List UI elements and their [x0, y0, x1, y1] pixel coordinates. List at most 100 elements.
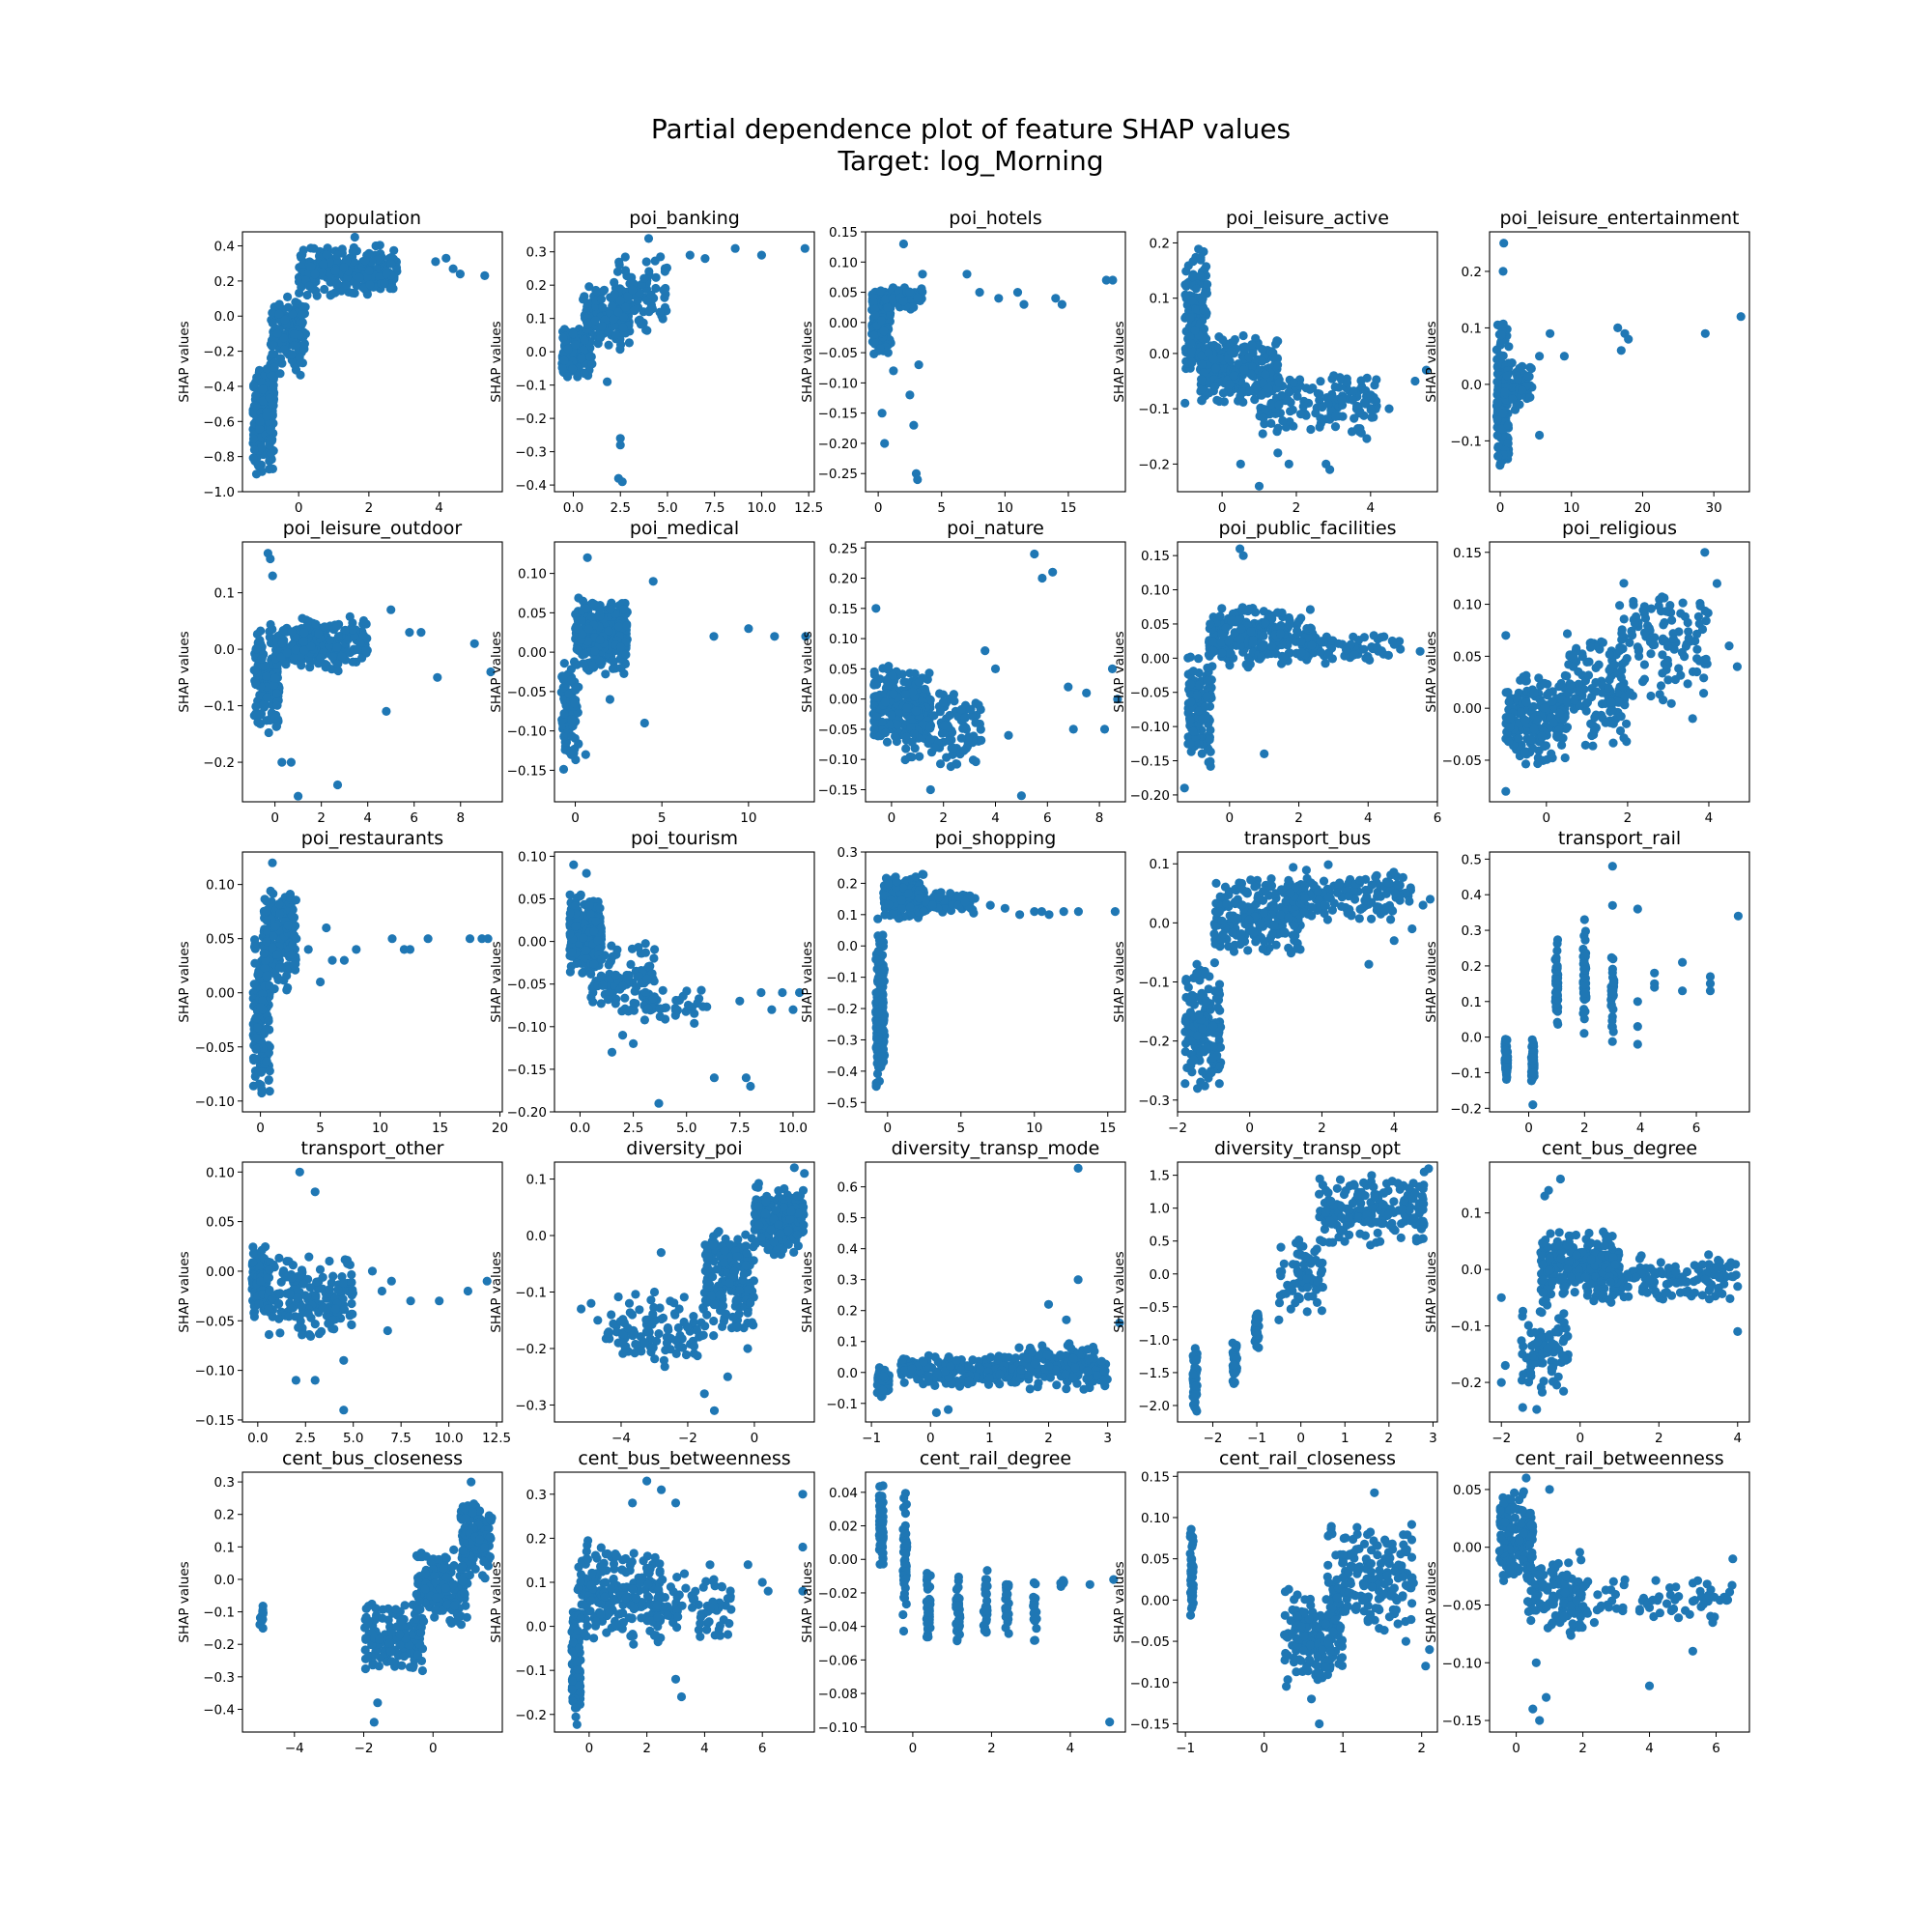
data-point — [1588, 741, 1598, 751]
data-point — [358, 615, 369, 626]
y-tick-label: 0.15 — [1453, 546, 1482, 561]
data-point — [1625, 638, 1634, 648]
data-point — [977, 735, 986, 746]
data-point — [339, 263, 349, 272]
y-axis-label: SHAP values — [177, 321, 192, 402]
x-tick-label: 20 — [492, 1121, 508, 1136]
data-point — [568, 329, 579, 339]
data-point — [871, 604, 881, 613]
data-point — [559, 709, 569, 719]
data-point — [1185, 715, 1195, 724]
data-point — [1229, 371, 1238, 381]
data-point — [685, 250, 695, 260]
data-point — [1179, 783, 1189, 793]
data-point — [275, 369, 285, 379]
data-point — [1330, 382, 1340, 392]
data-point — [1616, 672, 1626, 683]
data-point — [316, 977, 326, 987]
data-point — [272, 689, 282, 698]
data-point — [249, 1055, 259, 1065]
data-point — [559, 732, 569, 742]
data-point — [332, 621, 342, 631]
data-point — [907, 737, 917, 747]
data-point — [465, 934, 475, 944]
data-point — [350, 244, 359, 254]
data-point — [612, 267, 623, 276]
data-point — [275, 909, 285, 919]
y-axis-label: SHAP values — [177, 941, 192, 1022]
y-tick-label: −0.1 — [203, 699, 235, 715]
data-point — [887, 710, 896, 720]
y-tick-label: −0.4 — [203, 380, 235, 395]
data-point — [1349, 386, 1358, 396]
y-tick-label: 0.0 — [1150, 347, 1170, 362]
data-point — [1234, 615, 1243, 625]
data-point — [1513, 374, 1522, 384]
data-point — [256, 1002, 266, 1012]
data-point — [279, 626, 289, 636]
data-point — [641, 257, 651, 267]
data-point — [869, 338, 879, 348]
data-point — [915, 752, 924, 761]
data-point — [884, 662, 894, 671]
data-point — [1410, 376, 1420, 386]
data-point — [577, 354, 586, 363]
data-point — [1359, 398, 1369, 408]
y-tick-label: 0.00 — [1453, 701, 1482, 717]
subplot-title: poi_nature — [947, 518, 1044, 539]
data-point — [881, 295, 891, 304]
data-point — [1668, 634, 1678, 644]
data-point — [283, 982, 293, 993]
data-point — [1238, 551, 1248, 560]
data-point — [1589, 726, 1599, 736]
data-point — [1305, 605, 1315, 614]
data-point — [1615, 645, 1625, 656]
data-point — [1307, 640, 1317, 650]
y-tick-label: −0.15 — [818, 407, 858, 422]
data-point — [578, 968, 587, 978]
data-point — [1492, 398, 1502, 408]
data-point — [585, 352, 595, 361]
data-point — [590, 646, 600, 656]
data-point — [1724, 641, 1734, 651]
data-point — [1700, 548, 1710, 557]
x-tick-label: 0 — [874, 500, 883, 516]
data-point — [909, 302, 919, 312]
x-tick-label: 2 — [1624, 810, 1633, 826]
data-point — [272, 328, 282, 338]
data-point — [572, 644, 582, 654]
data-point — [1512, 401, 1521, 411]
data-point — [322, 661, 331, 670]
y-tick-label: 0.2 — [1462, 265, 1482, 280]
data-point — [1236, 634, 1245, 644]
data-point — [1362, 434, 1372, 443]
data-point — [1514, 733, 1523, 743]
data-point — [258, 396, 269, 406]
data-point — [871, 680, 882, 690]
y-tick-label: 0.2 — [214, 274, 235, 290]
y-tick-label: 0.00 — [206, 986, 235, 1002]
data-point — [614, 260, 624, 270]
data-point — [619, 605, 629, 614]
y-tick-label: −0.10 — [1130, 720, 1170, 735]
data-point — [280, 315, 290, 325]
data-point — [570, 698, 580, 708]
data-point — [262, 364, 271, 374]
data-point — [433, 672, 442, 682]
data-point — [1236, 640, 1245, 651]
plot-frame — [554, 541, 815, 803]
data-point — [601, 669, 611, 679]
data-point — [252, 644, 262, 654]
data-point — [1200, 702, 1210, 712]
data-point — [1186, 338, 1196, 349]
data-point — [1736, 312, 1746, 322]
data-point — [590, 316, 600, 326]
data-point — [907, 753, 917, 762]
data-point — [1355, 407, 1365, 417]
data-point — [270, 984, 279, 994]
y-tick-label: −0.05 — [507, 685, 547, 700]
data-point — [1574, 679, 1583, 689]
data-point — [962, 270, 972, 279]
x-tick-label: 2 — [317, 810, 326, 826]
